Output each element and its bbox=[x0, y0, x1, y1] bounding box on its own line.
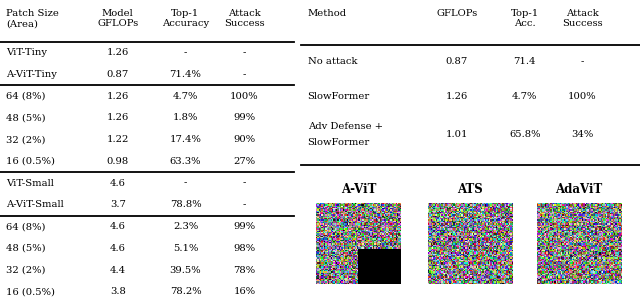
Text: Top-1
Accuracy: Top-1 Accuracy bbox=[162, 9, 209, 28]
Text: -: - bbox=[243, 179, 246, 188]
Text: 0.87: 0.87 bbox=[107, 70, 129, 79]
Text: 4.7%: 4.7% bbox=[512, 91, 538, 101]
Text: 3.7: 3.7 bbox=[110, 200, 125, 209]
Text: 4.4: 4.4 bbox=[109, 266, 126, 275]
Text: 90%: 90% bbox=[234, 135, 255, 144]
Text: 1.22: 1.22 bbox=[107, 135, 129, 144]
Text: 48 (5%): 48 (5%) bbox=[6, 113, 45, 122]
Text: -: - bbox=[184, 179, 187, 188]
Text: 32 (2%): 32 (2%) bbox=[6, 135, 45, 144]
Text: 34%: 34% bbox=[572, 130, 593, 139]
Text: 1.26: 1.26 bbox=[107, 48, 129, 57]
Text: 16 (0.5%): 16 (0.5%) bbox=[6, 157, 55, 166]
Text: 39.5%: 39.5% bbox=[170, 266, 202, 275]
Text: 64 (8%): 64 (8%) bbox=[6, 222, 45, 231]
Text: 16%: 16% bbox=[234, 287, 255, 297]
Text: 78.8%: 78.8% bbox=[170, 200, 202, 209]
Text: 5.1%: 5.1% bbox=[173, 244, 198, 253]
Text: -: - bbox=[243, 200, 246, 209]
Text: Adv Defense +: Adv Defense + bbox=[308, 122, 383, 131]
Text: 78%: 78% bbox=[234, 266, 255, 275]
Text: -: - bbox=[243, 70, 246, 79]
Text: 99%: 99% bbox=[234, 222, 255, 231]
Text: GFLOPs: GFLOPs bbox=[436, 9, 477, 18]
Text: 4.7%: 4.7% bbox=[173, 91, 198, 101]
Text: A-ViT-Tiny: A-ViT-Tiny bbox=[6, 70, 57, 79]
Text: 78.2%: 78.2% bbox=[170, 287, 202, 297]
Text: 3.8: 3.8 bbox=[110, 287, 125, 297]
Text: -: - bbox=[243, 48, 246, 57]
Text: Model
GFLOPs: Model GFLOPs bbox=[97, 9, 138, 28]
Text: 100%: 100% bbox=[568, 91, 596, 101]
Text: ATS: ATS bbox=[458, 182, 483, 195]
Text: Patch Size
(Area): Patch Size (Area) bbox=[6, 9, 59, 28]
Text: 63.3%: 63.3% bbox=[170, 157, 201, 166]
Text: ViT-Tiny: ViT-Tiny bbox=[6, 48, 47, 57]
Text: 1.26: 1.26 bbox=[107, 113, 129, 122]
Text: 65.8%: 65.8% bbox=[509, 130, 540, 139]
Text: 16 (0.5%): 16 (0.5%) bbox=[6, 287, 55, 297]
Text: Attack
Success: Attack Success bbox=[562, 9, 603, 28]
Text: ViT-Small: ViT-Small bbox=[6, 179, 54, 188]
Text: 48 (5%): 48 (5%) bbox=[6, 244, 45, 253]
Text: 0.98: 0.98 bbox=[107, 157, 129, 166]
Text: 2.3%: 2.3% bbox=[173, 222, 198, 231]
Text: 0.87: 0.87 bbox=[445, 57, 468, 66]
Text: Attack
Success: Attack Success bbox=[224, 9, 265, 28]
Text: Method: Method bbox=[308, 9, 347, 18]
Text: SlowFormer: SlowFormer bbox=[308, 138, 370, 147]
Text: 99%: 99% bbox=[234, 113, 255, 122]
Text: 64 (8%): 64 (8%) bbox=[6, 91, 45, 101]
Text: 32 (2%): 32 (2%) bbox=[6, 266, 45, 275]
Text: 4.6: 4.6 bbox=[110, 222, 125, 231]
Text: Top-1
Acc.: Top-1 Acc. bbox=[511, 9, 539, 28]
Text: 1.26: 1.26 bbox=[107, 91, 129, 101]
Text: 4.6: 4.6 bbox=[110, 244, 125, 253]
Text: A-ViT: A-ViT bbox=[340, 182, 376, 195]
Text: -: - bbox=[580, 57, 584, 66]
Text: 4.6: 4.6 bbox=[110, 179, 125, 188]
Text: 71.4: 71.4 bbox=[513, 57, 536, 66]
Text: 17.4%: 17.4% bbox=[170, 135, 202, 144]
Text: 100%: 100% bbox=[230, 91, 259, 101]
Text: 98%: 98% bbox=[234, 244, 255, 253]
Text: No attack: No attack bbox=[308, 57, 357, 66]
Text: 27%: 27% bbox=[234, 157, 255, 166]
Text: 1.26: 1.26 bbox=[445, 91, 468, 101]
Text: -: - bbox=[184, 48, 187, 57]
Text: 1.01: 1.01 bbox=[445, 130, 468, 139]
Text: A-ViT-Small: A-ViT-Small bbox=[6, 200, 63, 209]
Text: 1.8%: 1.8% bbox=[173, 113, 198, 122]
Text: 71.4%: 71.4% bbox=[170, 70, 202, 79]
Text: AdaViT: AdaViT bbox=[556, 182, 603, 195]
Text: SlowFormer: SlowFormer bbox=[308, 91, 370, 101]
